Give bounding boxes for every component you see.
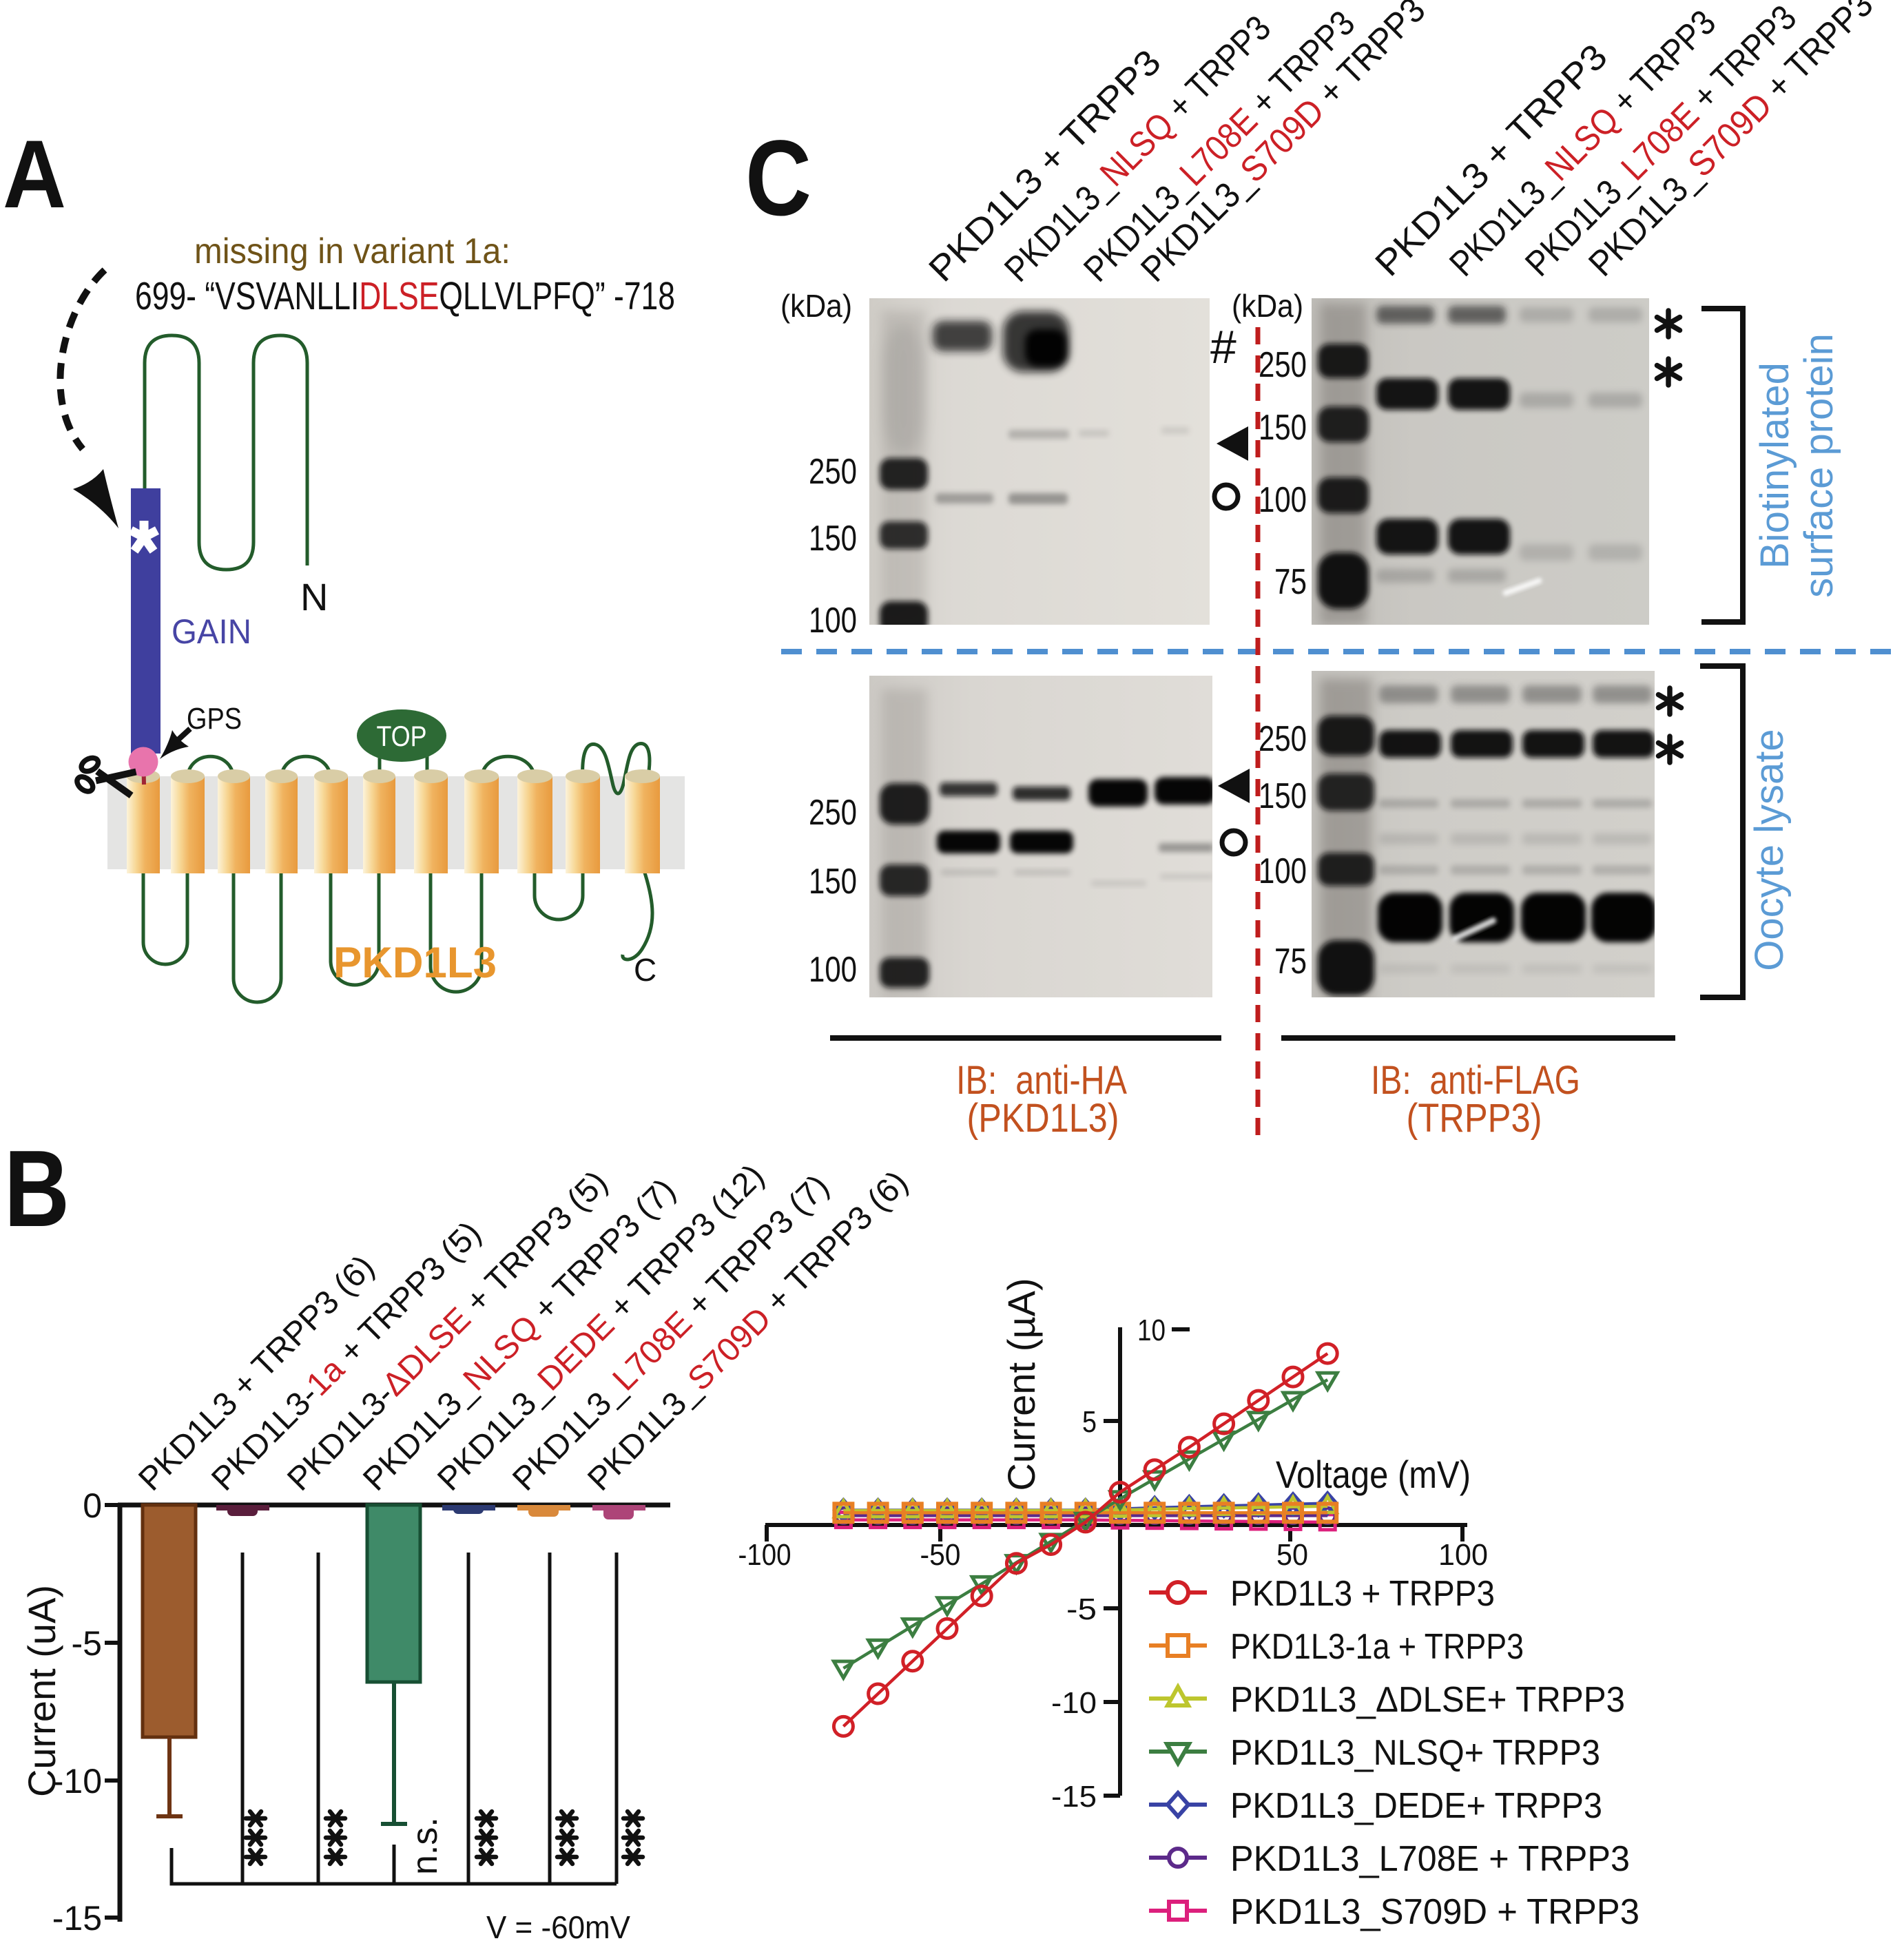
svg-text:150: 150	[809, 862, 857, 902]
svg-text:Voltage (mV): Voltage (mV)	[1276, 1453, 1471, 1496]
svg-text:Current (uA): Current (uA)	[20, 1585, 63, 1797]
svg-text:75: 75	[1274, 942, 1307, 982]
svg-text:0: 0	[83, 1486, 102, 1525]
svg-text:-10: -10	[52, 1762, 102, 1800]
svg-text:75: 75	[1274, 562, 1307, 602]
svg-text:(TRPP3): (TRPP3)	[1407, 1096, 1542, 1141]
svg-text:(kDa): (kDa)	[1232, 288, 1303, 324]
svg-text:IB: anti-HA: IB: anti-HA	[956, 1058, 1127, 1103]
svg-text:-10: -10	[1051, 1686, 1097, 1720]
svg-text:250: 250	[1259, 345, 1307, 385]
svg-text:Current (µA): Current (µA)	[1000, 1278, 1043, 1491]
svg-text:100: 100	[809, 601, 857, 641]
svg-text:PKD1L3_ΔDLSE+ TRPP3: PKD1L3_ΔDLSE+ TRPP3	[1230, 1680, 1625, 1720]
svg-text:IB: anti-FLAG: IB: anti-FLAG	[1371, 1058, 1580, 1103]
svg-text:PKD1L3_DEDE+ TRPP3: PKD1L3_DEDE+ TRPP3	[1230, 1786, 1602, 1826]
svg-text:PKD1L3_S709D + TRPP3: PKD1L3_S709D + TRPP3	[1230, 1892, 1639, 1932]
svg-text:A: A	[3, 120, 66, 228]
svg-text:C: C	[634, 952, 656, 988]
svg-text:GPS: GPS	[187, 702, 242, 736]
svg-text:PKD1L3_NLSQ+ TRPP3: PKD1L3_NLSQ+ TRPP3	[1230, 1733, 1600, 1773]
svg-text:Oocyte lysate: Oocyte lysate	[1747, 729, 1792, 970]
svg-text:C: C	[745, 118, 811, 238]
svg-text:10: 10	[1137, 1314, 1166, 1347]
svg-text:100: 100	[1438, 1538, 1488, 1572]
svg-text:PKD1L3: PKD1L3	[333, 939, 497, 987]
svg-text:N: N	[300, 575, 328, 619]
svg-text:699- “VSVANLLIDLSEQLLVLPFQ” -7: 699- “VSVANLLIDLSEQLLVLPFQ” -718	[135, 274, 675, 318]
svg-text:-15: -15	[1051, 1780, 1097, 1814]
svg-text:100: 100	[1259, 480, 1307, 520]
svg-text:Biotinylated: Biotinylated	[1752, 362, 1797, 569]
svg-text:150: 150	[809, 519, 857, 559]
svg-text:n.s.: n.s.	[405, 1817, 445, 1875]
svg-text:250: 250	[809, 452, 857, 492]
svg-text:(kDa): (kDa)	[780, 288, 852, 324]
svg-text:GAIN: GAIN	[172, 612, 251, 651]
svg-text:missing in variant 1a:: missing in variant 1a:	[194, 231, 510, 271]
svg-text:-50: -50	[920, 1538, 961, 1572]
svg-text:-100: -100	[738, 1538, 791, 1572]
svg-text:-15: -15	[52, 1899, 102, 1938]
svg-text:5: 5	[1082, 1405, 1097, 1439]
svg-text:#: #	[1210, 321, 1236, 373]
svg-text:150: 150	[1259, 408, 1307, 448]
svg-text:surface protein: surface protein	[1797, 333, 1841, 598]
svg-text:50: 50	[1276, 1538, 1308, 1572]
svg-text:TOP: TOP	[377, 720, 427, 752]
svg-text:(PKD1L3): (PKD1L3)	[967, 1096, 1119, 1141]
svg-text:250: 250	[809, 793, 857, 833]
svg-text:100: 100	[1259, 851, 1307, 891]
svg-text:B: B	[4, 1128, 70, 1249]
svg-text:PKD1L3 + TRPP3: PKD1L3 + TRPP3	[1230, 1574, 1495, 1614]
svg-text:-5: -5	[1066, 1592, 1097, 1626]
svg-text:250: 250	[1259, 719, 1307, 759]
svg-text:100: 100	[809, 950, 857, 990]
svg-text:PKD1L3_L708E + TRPP3: PKD1L3_L708E + TRPP3	[1230, 1839, 1630, 1879]
svg-text:-5: -5	[72, 1624, 102, 1663]
svg-text:V = -60mV: V = -60mV	[486, 1909, 630, 1941]
svg-text:150: 150	[1259, 776, 1307, 816]
svg-text:PKD1L3-1a + TRPP3: PKD1L3-1a + TRPP3	[1230, 1627, 1524, 1667]
